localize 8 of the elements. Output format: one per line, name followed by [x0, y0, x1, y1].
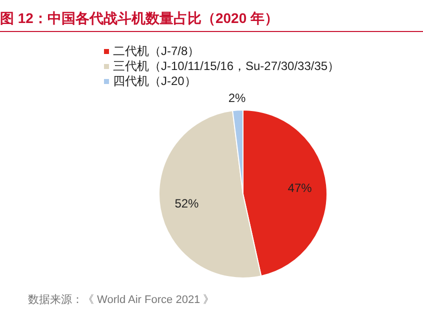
legend-label: 二代机（J-7/8）	[113, 44, 200, 59]
legend-label: 三代机（J-10/11/15/16，Su-27/30/33/35）	[113, 59, 340, 74]
chart-title: 图 12：中国各代战斗机数量占比（2020 年）	[0, 10, 423, 32]
data-label: 2%	[228, 91, 246, 106]
source-note: 数据来源：《 World Air Force 2021 》	[28, 293, 214, 307]
legend-label: 四代机（J-20）	[113, 74, 196, 89]
data-label: 52%	[174, 196, 200, 211]
data-label: 47%	[288, 180, 312, 195]
